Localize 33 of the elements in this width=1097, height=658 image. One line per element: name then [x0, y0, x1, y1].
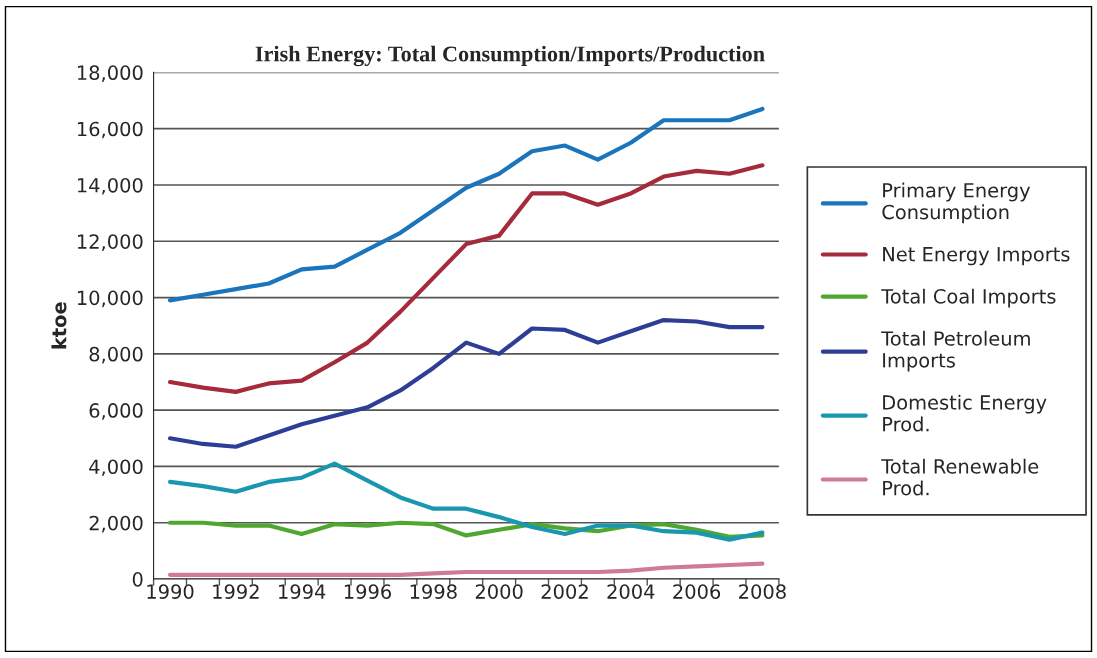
x-tick-label: 1996: [344, 584, 392, 599]
legend-label: Primary Energy Consumption: [882, 182, 1031, 224]
x-tick-label: 2006: [673, 584, 721, 599]
y-tick-label: 14,000: [77, 177, 143, 195]
line-series: [167, 461, 765, 542]
y-tick-label: 12,000: [77, 234, 143, 251]
legend-label: Total Coal Imports: [881, 288, 1056, 308]
legend-label: Total Petroleum Imports: [881, 330, 1030, 372]
y-tick-label: 10,000: [77, 290, 143, 308]
line-series: [167, 561, 765, 577]
legend-label: Net Energy Imports: [883, 247, 1070, 266]
y-tick-label: 8,000: [89, 346, 143, 364]
x-tick-label: 2000: [475, 584, 523, 599]
x-tick-label: 1998: [410, 584, 457, 599]
legend-label: Domestic Energy Prod.: [883, 394, 1047, 432]
y-tick-label: 6,000: [89, 403, 143, 420]
x-tick-label: 2002: [541, 584, 588, 599]
chart-title: Irish Energy: Total Consumption/Imports/Production: [255, 45, 765, 67]
legend-label: Total Renewable Prod.: [881, 458, 1039, 496]
y-tick-label: 16,000: [77, 121, 143, 139]
y-tick-label: 18,000: [77, 65, 143, 83]
x-tick-label: 1994: [279, 584, 326, 599]
y-axis-title: ktoe: [51, 302, 67, 349]
line-series: [167, 317, 765, 449]
line-series: [167, 106, 765, 303]
y-tick-label: 4,000: [89, 459, 143, 477]
y-tick-label: 2,000: [89, 515, 143, 533]
x-tick-label: 1990: [147, 584, 194, 599]
x-tick-label: 2008: [739, 584, 786, 599]
x-tick-label: 1992: [213, 584, 259, 599]
x-tick-label: 2004: [607, 584, 655, 599]
y-tick-label: 0: [132, 572, 143, 587]
line-series: [167, 163, 765, 394]
